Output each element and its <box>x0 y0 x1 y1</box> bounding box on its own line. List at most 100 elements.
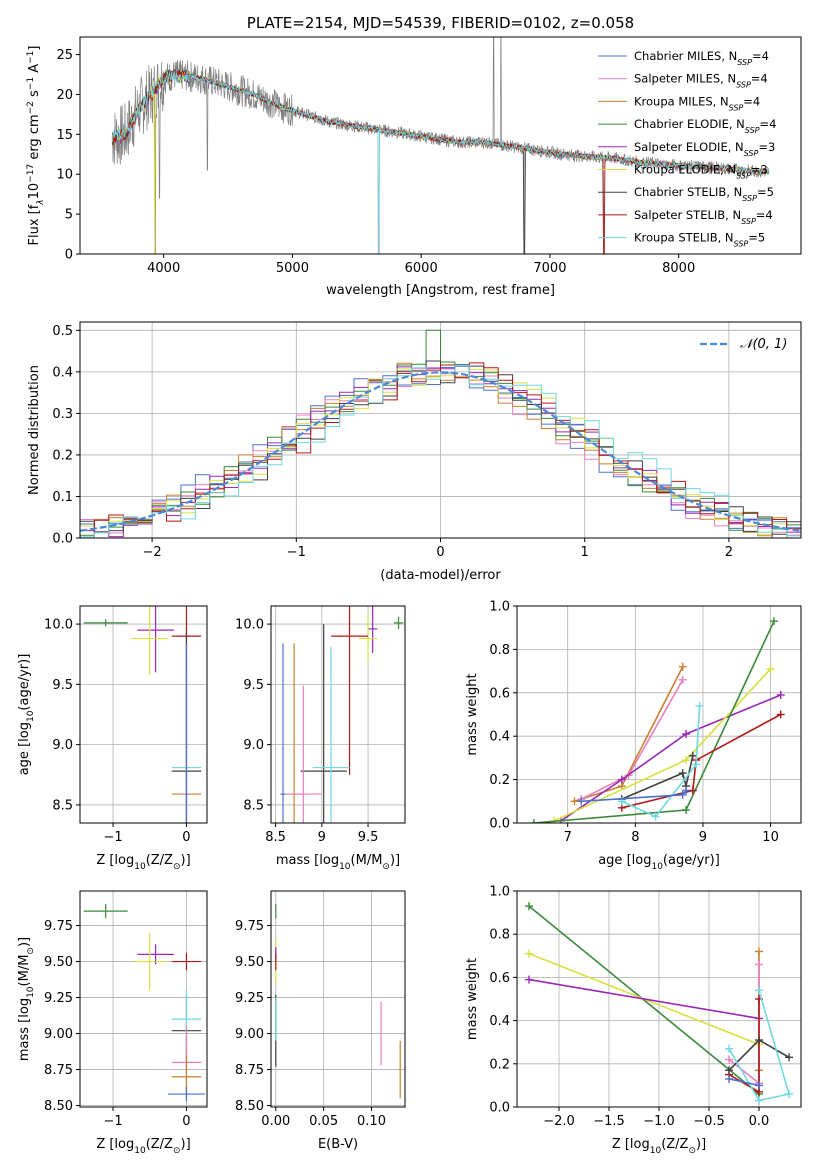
weight-marker <box>525 975 533 984</box>
weight-series <box>529 617 778 823</box>
errorbar-point <box>168 1086 205 1102</box>
Z-mass-xlabel: Z [log10(Z/Z⊙)] <box>96 1137 190 1156</box>
gaussian-curve <box>80 371 801 532</box>
weight-marker <box>678 675 687 684</box>
y-tick-label: 0.2 <box>489 773 510 788</box>
y-tick-label: 8.75 <box>235 1063 264 1078</box>
y-tick-label: 10 <box>56 168 73 183</box>
weight-series <box>577 675 687 804</box>
weight-series <box>617 701 704 821</box>
y-tick-label: 9.0 <box>243 738 264 753</box>
y-tick-label: 9.75 <box>44 919 73 934</box>
weight-marker <box>776 690 785 699</box>
y-tick-label: 8.75 <box>44 1063 73 1078</box>
y-tick-label: 1.0 <box>489 600 510 615</box>
weight-marker <box>678 662 687 671</box>
residuals-plot-area <box>80 322 801 538</box>
x-tick-label: −1 <box>103 830 122 845</box>
x-tick-label: 0.05 <box>309 1114 338 1129</box>
y-tick-label: 0.4 <box>52 365 73 380</box>
errorbar-point <box>284 685 322 823</box>
y-tick-label: 9.25 <box>235 991 264 1006</box>
legend-entry: Chabrier MILES, NSSP=4 <box>634 49 769 67</box>
errorbar-point <box>368 606 378 654</box>
errorbar-point <box>281 643 285 823</box>
errorbar-point <box>393 616 404 629</box>
EBV-mass-plot-area <box>271 891 405 1107</box>
y-tick-label: 20 <box>56 88 73 103</box>
Z-mass-ylabel: mass [log10(M/M⊙)] <box>17 937 36 1061</box>
residuals-ylabel: Normed distribution <box>27 365 42 495</box>
y-tick-label: 8.50 <box>235 1099 264 1114</box>
y-tick-label: 9.50 <box>235 955 264 970</box>
errorbar-point <box>83 903 128 919</box>
weight-series <box>725 986 793 1105</box>
residual-histogram <box>80 364 801 538</box>
spectrum-ylabel: Flux [fλ10−17 erg cm−2 s−1 A−1] <box>26 46 46 246</box>
spectrum-plot-area <box>111 37 770 254</box>
errorbar-point <box>133 932 166 991</box>
y-tick-label: 9.0 <box>52 738 73 753</box>
y-tick-label: 0.8 <box>489 643 510 658</box>
x-tick-label: 6000 <box>405 261 438 276</box>
weight-series <box>725 1074 763 1090</box>
y-tick-label: 0.2 <box>489 1057 510 1072</box>
mass-age-panel: 8.5 9 9.5 8.5 9.0 9.5 10.0 mass [log10(M/M⊙)] <box>235 605 406 872</box>
x-tick-label: 8.5 <box>265 830 286 845</box>
weight-marker <box>776 710 785 719</box>
errorbar-point <box>83 619 128 627</box>
spectrum-panel: 4000 5000 6000 7000 8000 0 5 10 15 20 25 Chabrier M… <box>26 14 802 298</box>
residuals-panel: −2 −1 0 1 2 0.0 0.1 0.2 0.3 0.4 0.5 𝒩(0, 1) (data-mo… <box>27 321 802 583</box>
weight-marker <box>695 701 704 710</box>
y-tick-label: 9.5 <box>243 678 264 693</box>
weight-marker <box>755 1081 763 1090</box>
weight-marker <box>755 1036 763 1045</box>
Z-weight-panel: −2.0 −1.5 −1.0 −0.5 0.0 0.0 0.2 0.4 0.6 0.8 1.0 Z [… <box>465 885 802 1156</box>
x-tick-label: 9 <box>699 830 707 845</box>
x-tick-label: 8 <box>631 830 639 845</box>
weight-marker <box>725 1074 733 1083</box>
x-tick-label: −1 <box>103 1114 122 1129</box>
weight-marker <box>682 786 691 795</box>
x-tick-label: 7000 <box>533 261 566 276</box>
Z-weight-ylabel: mass weight <box>465 958 480 1040</box>
x-tick-label: 0.0 <box>749 1114 770 1129</box>
y-tick-label: 9.00 <box>235 1027 264 1042</box>
y-tick-label: 0.0 <box>489 817 510 832</box>
age-weight-xlabel: age [log10(age/yr)] <box>598 853 720 872</box>
Z-age-panel: −1 0 8.5 9.0 9.5 10.0 Z [log10(Z/Z⊙)] age [log1… <box>17 605 208 872</box>
weight-marker <box>525 902 533 911</box>
Z-age-ylabel: age [log10(age/yr)] <box>17 654 36 776</box>
weight-marker <box>682 756 691 765</box>
x-tick-label: 2 <box>725 545 733 560</box>
y-tick-label: 1.0 <box>489 885 510 900</box>
weight-series <box>525 975 763 1023</box>
x-tick-label: 7 <box>564 830 572 845</box>
y-tick-label: 0.3 <box>52 407 73 422</box>
y-tick-label: 8.50 <box>44 1099 73 1114</box>
errorbar-point <box>131 606 169 675</box>
y-tick-label: 0 <box>65 248 73 263</box>
Z-age-xlabel: Z [log10(Z/Z⊙)] <box>96 853 190 872</box>
y-tick-label: 9.5 <box>52 678 73 693</box>
weight-marker <box>725 1055 733 1064</box>
weight-marker <box>529 819 538 823</box>
weight-marker <box>755 1096 763 1105</box>
x-tick-label: −0.5 <box>693 1114 725 1129</box>
age-weight-plot-area <box>517 606 801 823</box>
y-tick-label: 25 <box>56 48 73 63</box>
residual-histogram <box>80 362 801 538</box>
weight-marker <box>682 805 691 814</box>
y-tick-label: 10.0 <box>44 618 73 633</box>
weight-marker <box>725 1044 733 1053</box>
Z-weight-xlabel: Z [log10(Z/Z⊙)] <box>612 1137 706 1156</box>
x-tick-label: 0 <box>436 545 444 560</box>
EBV-mass-xlabel: E(B-V) <box>318 1137 358 1152</box>
weight-series <box>556 690 785 823</box>
errorbar-point <box>171 952 202 971</box>
x-tick-label: 0 <box>182 1114 190 1129</box>
Z-weight-plot-area <box>517 891 801 1107</box>
weight-series <box>525 902 763 1099</box>
Z-mass-panel: −1 0 8.50 8.75 9.00 9.25 9.50 9.75 Z [log10(Z/Z⊙… <box>17 890 208 1156</box>
errorbar-point <box>300 624 347 823</box>
